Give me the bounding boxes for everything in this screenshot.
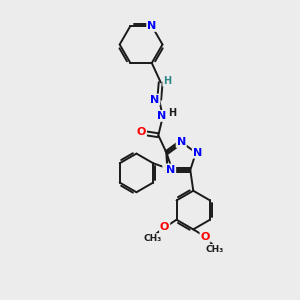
- Text: CH₃: CH₃: [206, 245, 224, 254]
- Text: N: N: [166, 165, 175, 175]
- Text: N: N: [177, 137, 186, 147]
- Text: O: O: [160, 222, 169, 232]
- Text: H: H: [163, 76, 171, 86]
- Text: S: S: [163, 164, 171, 174]
- Text: H: H: [168, 108, 176, 118]
- Text: N: N: [157, 111, 166, 121]
- Text: N: N: [193, 148, 202, 158]
- Text: CH₃: CH₃: [144, 234, 162, 243]
- Text: O: O: [137, 127, 146, 137]
- Text: N: N: [150, 94, 159, 105]
- Text: O: O: [200, 232, 210, 242]
- Text: N: N: [147, 21, 156, 31]
